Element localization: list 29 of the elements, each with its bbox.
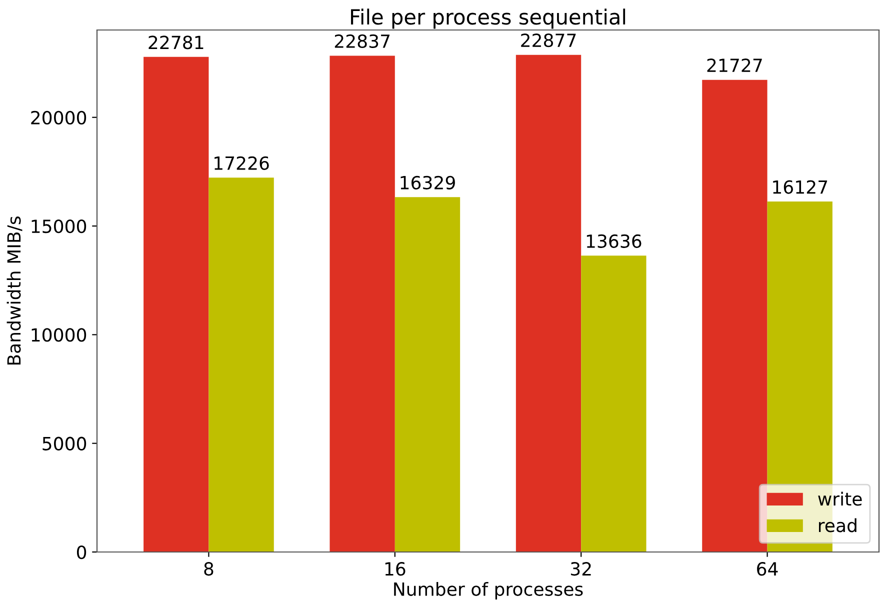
y-tick-label: 5000 — [42, 436, 86, 450]
bar — [516, 54, 582, 552]
bar — [394, 197, 460, 552]
x-tick-label: 8 — [204, 562, 214, 576]
data-label: 13636 — [586, 234, 642, 248]
data-label: 21727 — [707, 58, 762, 72]
bar — [208, 178, 274, 552]
legend-label: write — [818, 492, 862, 506]
y-axis-title: Bandwidth MIB/s — [6, 216, 22, 365]
bar — [330, 56, 395, 552]
data-label: 22877 — [521, 34, 576, 48]
chart-title: File per process sequential — [351, 8, 626, 29]
y-tick-label: 10000 — [32, 328, 86, 342]
x-tick-label: 32 — [570, 562, 591, 576]
data-label: 16329 — [400, 176, 455, 190]
x-tick-label: 64 — [757, 562, 778, 576]
data-label: 22837 — [334, 34, 390, 48]
legend-label: read — [818, 518, 856, 532]
y-tick-label: 0 — [76, 545, 86, 560]
data-label: 16127 — [773, 180, 828, 194]
x-axis-title: Number of processes — [394, 582, 583, 600]
data-label: 22781 — [148, 36, 204, 50]
bar — [702, 80, 768, 552]
bar — [144, 56, 209, 552]
bar — [581, 256, 646, 552]
y-tick-label: 15000 — [32, 219, 86, 234]
x-tick-label: 16 — [385, 562, 406, 576]
y-tick-label: 20000 — [31, 110, 86, 124]
data-label: 17226 — [214, 156, 269, 170]
